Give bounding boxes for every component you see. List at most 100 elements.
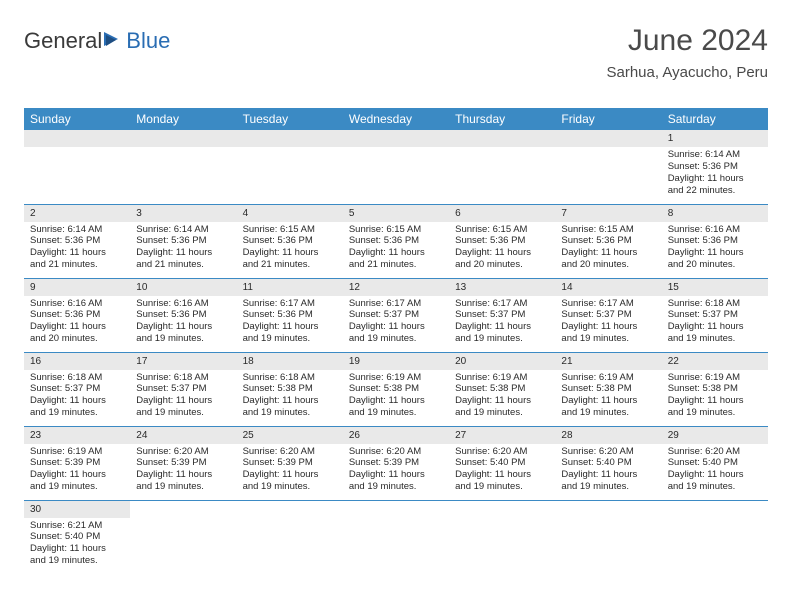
daylight-text: Daylight: 11 hours and 19 minutes. bbox=[455, 469, 549, 493]
calendar-cell: 2Sunrise: 6:14 AMSunset: 5:36 PMDaylight… bbox=[24, 204, 130, 278]
daylight-text: Daylight: 11 hours and 19 minutes. bbox=[668, 469, 762, 493]
header-right: June 2024 Sarhua, Ayacucho, Peru bbox=[607, 24, 769, 81]
sunset-text: Sunset: 5:37 PM bbox=[561, 309, 655, 321]
calendar-cell: 15Sunrise: 6:18 AMSunset: 5:37 PMDayligh… bbox=[662, 278, 768, 352]
sunrise-text: Sunrise: 6:19 AM bbox=[561, 372, 655, 384]
day-details: Sunrise: 6:14 AMSunset: 5:36 PMDaylight:… bbox=[130, 222, 236, 276]
calendar-cell: 19Sunrise: 6:19 AMSunset: 5:38 PMDayligh… bbox=[343, 352, 449, 426]
day-details: Sunrise: 6:15 AMSunset: 5:36 PMDaylight:… bbox=[449, 222, 555, 276]
calendar-cell: 9Sunrise: 6:16 AMSunset: 5:36 PMDaylight… bbox=[24, 278, 130, 352]
empty-day-bar bbox=[449, 130, 555, 147]
day-details: Sunrise: 6:16 AMSunset: 5:36 PMDaylight:… bbox=[24, 296, 130, 350]
daylight-text: Daylight: 11 hours and 20 minutes. bbox=[668, 247, 762, 271]
sunset-text: Sunset: 5:36 PM bbox=[136, 235, 230, 247]
sunrise-text: Sunrise: 6:17 AM bbox=[243, 298, 337, 310]
daylight-text: Daylight: 11 hours and 19 minutes. bbox=[136, 395, 230, 419]
calendar-row: 1Sunrise: 6:14 AMSunset: 5:36 PMDaylight… bbox=[24, 130, 768, 204]
sunrise-text: Sunrise: 6:20 AM bbox=[136, 446, 230, 458]
daylight-text: Daylight: 11 hours and 19 minutes. bbox=[349, 321, 443, 345]
daylight-text: Daylight: 11 hours and 21 minutes. bbox=[136, 247, 230, 271]
calendar-cell: 20Sunrise: 6:19 AMSunset: 5:38 PMDayligh… bbox=[449, 352, 555, 426]
sunrise-text: Sunrise: 6:15 AM bbox=[561, 224, 655, 236]
sunset-text: Sunset: 5:36 PM bbox=[455, 235, 549, 247]
calendar-cell: 18 Sunrise: 6:18 AMSunset: 5:38 PMDayligh… bbox=[237, 352, 343, 426]
daylight-text: Daylight: 11 hours and 19 minutes. bbox=[455, 395, 549, 419]
daylight-text: Daylight: 11 hours and 19 minutes. bbox=[136, 321, 230, 345]
day-header: Sunday bbox=[24, 108, 130, 130]
sunrise-text: Sunrise: 6:19 AM bbox=[349, 372, 443, 384]
sunrise-text: Sunrise: 6:20 AM bbox=[561, 446, 655, 458]
calendar-cell bbox=[343, 130, 449, 204]
day-details: Sunrise: 6:20 AMSunset: 5:40 PMDaylight:… bbox=[662, 444, 768, 498]
sunrise-text: Sunrise: 6:14 AM bbox=[30, 224, 124, 236]
empty-day-bar bbox=[555, 130, 661, 147]
empty-day-bar bbox=[130, 130, 236, 147]
calendar-cell bbox=[24, 130, 130, 204]
daylight-text: Daylight: 11 hours and 19 minutes. bbox=[243, 469, 337, 493]
day-details: Sunrise: 6:19 AMSunset: 5:38 PMDaylight:… bbox=[662, 370, 768, 424]
sunset-text: Sunset: 5:38 PM bbox=[561, 383, 655, 395]
calendar-cell: 11Sunrise: 6:17 AMSunset: 5:36 PMDayligh… bbox=[237, 278, 343, 352]
day-header: Monday bbox=[130, 108, 236, 130]
sunset-text: Sunset: 5:37 PM bbox=[668, 309, 762, 321]
sunrise-text: Sunrise: 6:19 AM bbox=[455, 372, 549, 384]
day-header: Saturday bbox=[662, 108, 768, 130]
calendar-cell: 5Sunrise: 6:15 AMSunset: 5:36 PMDaylight… bbox=[343, 204, 449, 278]
day-number: 22 bbox=[662, 353, 768, 370]
sunset-text: Sunset: 5:37 PM bbox=[349, 309, 443, 321]
calendar-cell: 1Sunrise: 6:14 AMSunset: 5:36 PMDaylight… bbox=[662, 130, 768, 204]
day-number: 11 bbox=[237, 279, 343, 296]
day-number: 7 bbox=[555, 205, 661, 222]
sunrise-text: Sunrise: 6:17 AM bbox=[561, 298, 655, 310]
sunrise-text: Sunrise: 6:16 AM bbox=[30, 298, 124, 310]
sunset-text: Sunset: 5:39 PM bbox=[243, 457, 337, 469]
day-details: Sunrise: 6:18 AMSunset: 5:37 PMDaylight:… bbox=[130, 370, 236, 424]
sunrise-text: Sunrise: 6:15 AM bbox=[455, 224, 549, 236]
daylight-text: Daylight: 11 hours and 20 minutes. bbox=[561, 247, 655, 271]
day-details: Sunrise: 6:17 AMSunset: 5:36 PMDaylight:… bbox=[237, 296, 343, 350]
sunrise-text: Sunrise: 6:15 AM bbox=[349, 224, 443, 236]
sunset-text: Sunset: 5:36 PM bbox=[668, 235, 762, 247]
day-details: Sunrise: 6:15 AMSunset: 5:36 PMDaylight:… bbox=[343, 222, 449, 276]
calendar-row: 23Sunrise: 6:19 AMSunset: 5:39 PMDayligh… bbox=[24, 426, 768, 500]
daylight-text: Daylight: 11 hours and 22 minutes. bbox=[668, 173, 762, 197]
daylight-text: Daylight: 11 hours and 20 minutes. bbox=[30, 321, 124, 345]
day-details: Sunrise: 6:20 AMSunset: 5:39 PMDaylight:… bbox=[237, 444, 343, 498]
sunset-text: Sunset: 5:36 PM bbox=[668, 161, 762, 173]
sunset-text: Sunset: 5:36 PM bbox=[136, 309, 230, 321]
calendar-cell bbox=[449, 500, 555, 574]
daylight-text: Daylight: 11 hours and 19 minutes. bbox=[668, 395, 762, 419]
empty-day-bar bbox=[343, 130, 449, 147]
sunset-text: Sunset: 5:38 PM bbox=[349, 383, 443, 395]
sunrise-text: Sunrise: 6:20 AM bbox=[668, 446, 762, 458]
calendar-cell: 28Sunrise: 6:20 AMSunset: 5:40 PMDayligh… bbox=[555, 426, 661, 500]
sunrise-text: Sunrise: 6:20 AM bbox=[243, 446, 337, 458]
day-number: 18 bbox=[237, 353, 343, 370]
day-header: Friday bbox=[555, 108, 661, 130]
sunset-text: Sunset: 5:40 PM bbox=[455, 457, 549, 469]
day-number: 28 bbox=[555, 427, 661, 444]
sunrise-text: Sunrise: 6:21 AM bbox=[30, 520, 124, 532]
calendar-row: 30Sunrise: 6:21 AMSunset: 5:40 PMDayligh… bbox=[24, 500, 768, 574]
daylight-text: Daylight: 11 hours and 19 minutes. bbox=[243, 395, 337, 419]
sunrise-text: Sunrise: 6:16 AM bbox=[136, 298, 230, 310]
sunrise-text: Sunrise: 6:18 AM bbox=[243, 372, 337, 384]
day-details: Sunrise: 6:20 AMSunset: 5:39 PMDaylight:… bbox=[343, 444, 449, 498]
brand-part1: General bbox=[24, 28, 102, 54]
sunset-text: Sunset: 5:38 PM bbox=[243, 383, 337, 395]
daylight-text: Daylight: 11 hours and 19 minutes. bbox=[30, 543, 124, 567]
day-details: Sunrise: 6:16 AMSunset: 5:36 PMDaylight:… bbox=[130, 296, 236, 350]
day-number: 8 bbox=[662, 205, 768, 222]
daylight-text: Daylight: 11 hours and 19 minutes. bbox=[349, 395, 443, 419]
calendar-cell: 17Sunrise: 6:18 AMSunset: 5:37 PMDayligh… bbox=[130, 352, 236, 426]
day-number: 21 bbox=[555, 353, 661, 370]
sunset-text: Sunset: 5:38 PM bbox=[455, 383, 549, 395]
daylight-text: Daylight: 11 hours and 19 minutes. bbox=[561, 469, 655, 493]
calendar-cell bbox=[237, 130, 343, 204]
day-number: 2 bbox=[24, 205, 130, 222]
day-header: Wednesday bbox=[343, 108, 449, 130]
day-header: Thursday bbox=[449, 108, 555, 130]
calendar-cell: 12Sunrise: 6:17 AMSunset: 5:37 PMDayligh… bbox=[343, 278, 449, 352]
sunset-text: Sunset: 5:37 PM bbox=[455, 309, 549, 321]
day-details: Sunrise: 6:21 AMSunset: 5:40 PMDaylight:… bbox=[24, 518, 130, 572]
